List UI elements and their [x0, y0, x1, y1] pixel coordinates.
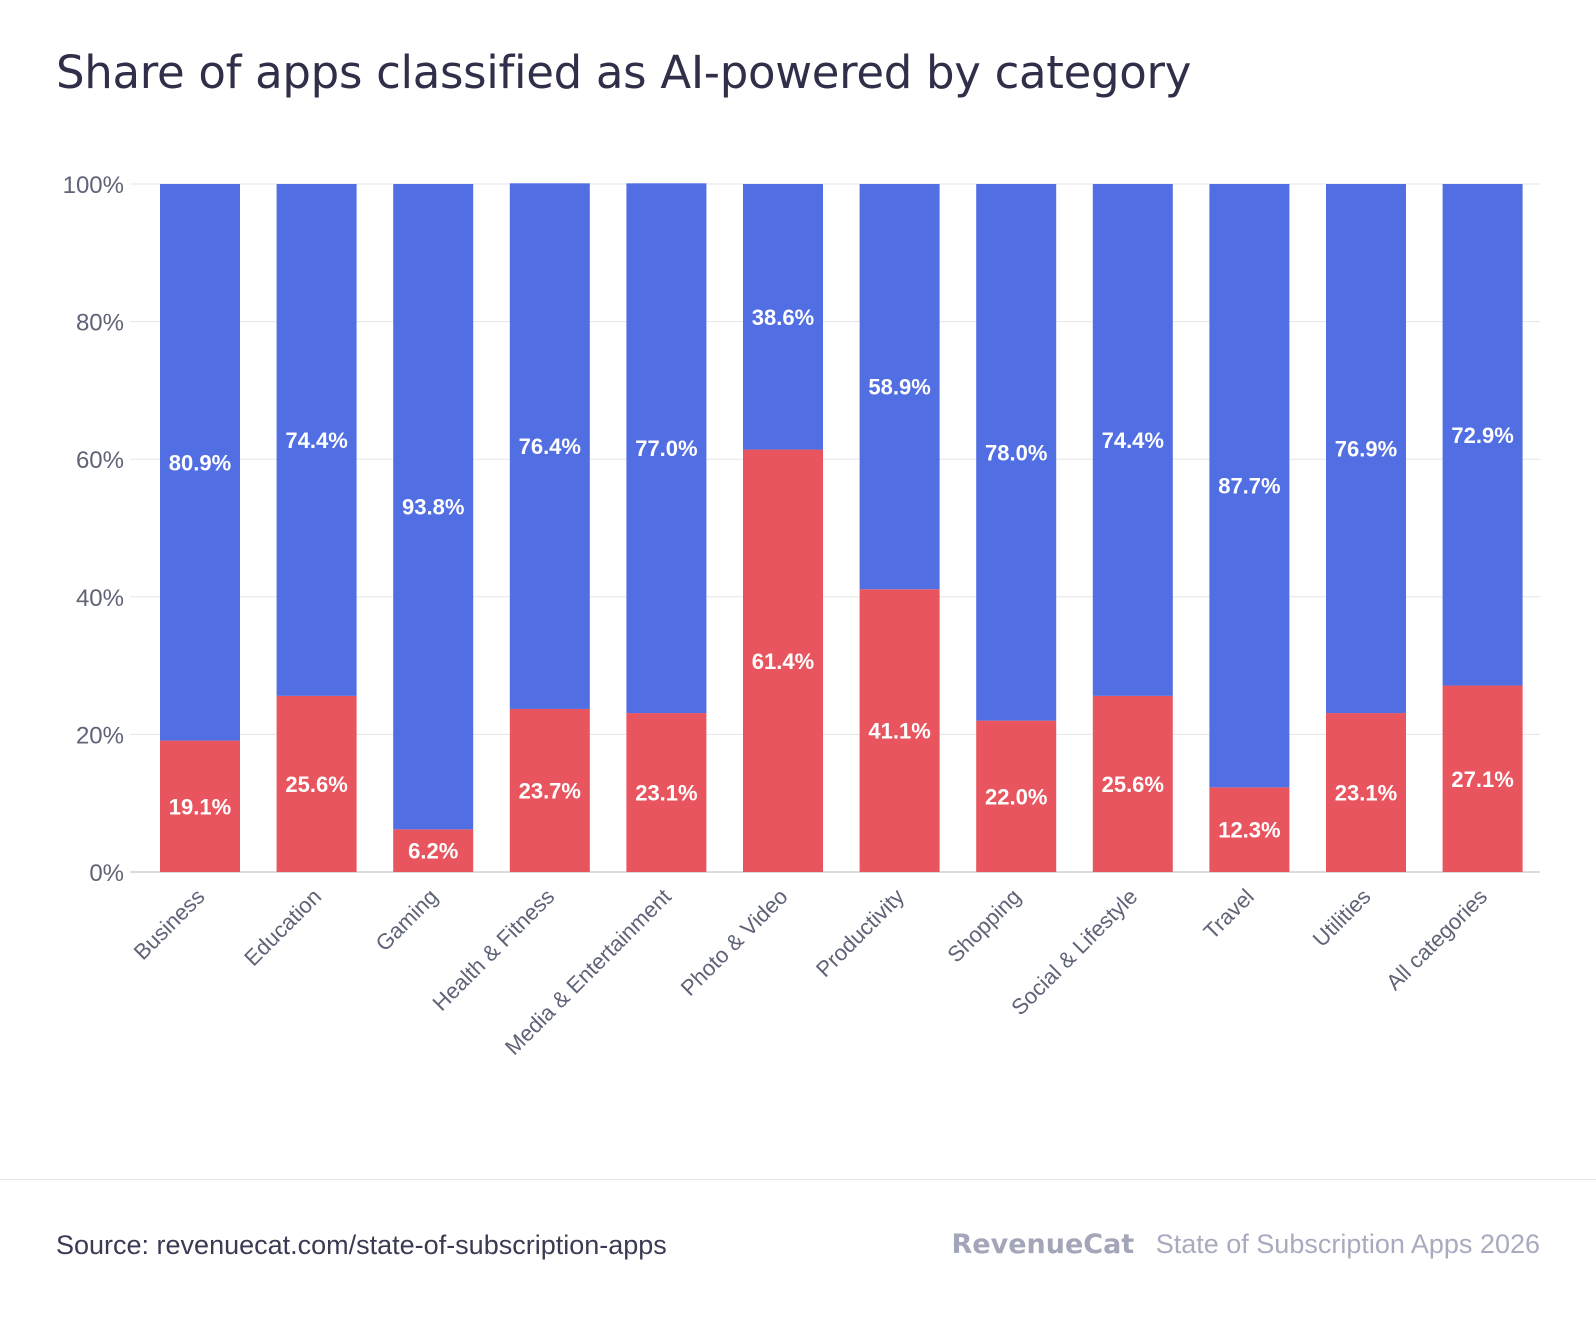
bar-segment-non-ai: [626, 183, 707, 714]
data-label: 77.0%: [635, 436, 697, 461]
data-label: 76.4%: [519, 434, 581, 459]
bar-segment-ai: [509, 708, 590, 872]
bar-segment-non-ai: [859, 184, 940, 590]
data-label: 38.6%: [752, 305, 814, 330]
data-label: 78.0%: [985, 440, 1047, 465]
y-axis-ticks: 0% 20% 40% 60% 80% 100%: [63, 172, 124, 887]
bar-segment-ai: [859, 589, 940, 872]
report-name: State of Subscription Apps 2026: [1155, 1229, 1540, 1259]
bar-segment-ai: [393, 829, 474, 872]
data-label: 93.8%: [402, 495, 464, 520]
bar-segment-non-ai: [743, 184, 823, 450]
y-tick-label: 0%: [89, 860, 124, 887]
data-label: 76.9%: [1335, 437, 1397, 462]
data-label: 74.4%: [285, 428, 347, 453]
data-label: 41.1%: [868, 719, 930, 744]
x-tick-label: Gaming: [371, 884, 443, 956]
bar-segment-ai: [976, 720, 1057, 872]
bars: 19.1% 80.9% 25.6% 74.4% 6.2% 93.8% 23.7% 76.4% 2…: [160, 183, 1523, 872]
y-tick-label: 100%: [63, 172, 124, 199]
data-label: 22.0%: [985, 784, 1047, 809]
bar-segment-ai: [626, 713, 707, 872]
brand-block: RevenueCat State of Subscription Apps 20…: [952, 1229, 1541, 1260]
bar-segment-non-ai: [1209, 184, 1290, 788]
data-label: 25.6%: [1102, 772, 1164, 797]
data-label: 72.9%: [1451, 423, 1513, 448]
y-tick-label: 40%: [76, 585, 124, 612]
x-tick-label: Education: [239, 884, 326, 971]
bar-segment-ai: [1092, 695, 1173, 872]
data-label: 61.4%: [752, 649, 814, 674]
bar-segment-non-ai: [1326, 184, 1406, 714]
stacked-bar-chart: 0% 20% 40% 60% 80% 100% 19.1% 80.9% 25.6% 74.4% 6…: [63, 172, 1540, 1060]
bar-segment-non-ai: [976, 184, 1057, 721]
bar-segment-ai: [276, 695, 357, 872]
bar-segment-ai: [743, 449, 823, 872]
x-tick-label: Health & Fitness: [428, 884, 560, 1016]
data-label: 19.1%: [169, 794, 231, 819]
x-tick-label: Social & Lifestyle: [1006, 884, 1142, 1020]
bar-segment-non-ai: [160, 184, 240, 741]
data-label: 23.7%: [519, 778, 581, 803]
x-tick-label: Utilities: [1308, 884, 1376, 952]
x-tick-label: Productivity: [811, 884, 909, 982]
x-tick-label: Shopping: [942, 884, 1025, 967]
data-label: 23.1%: [1335, 781, 1397, 806]
bar-segment-ai: [1209, 787, 1290, 872]
gridlines: [130, 183, 1540, 873]
y-tick-label: 80%: [76, 310, 124, 337]
y-tick-label: 60%: [76, 447, 124, 474]
data-label: 23.1%: [635, 781, 697, 806]
data-label: 87.7%: [1218, 474, 1280, 499]
bar-segment-non-ai: [1442, 184, 1523, 686]
y-tick-label: 20%: [76, 722, 124, 749]
bar-segment-non-ai: [509, 183, 590, 709]
bar-segment-non-ai: [1092, 184, 1173, 696]
data-label: 12.3%: [1218, 818, 1280, 843]
data-label: 58.9%: [868, 375, 930, 400]
data-label: 80.9%: [169, 450, 231, 475]
x-tick-label: All categories: [1381, 884, 1492, 995]
x-tick-label: Photo & Video: [676, 884, 793, 1001]
x-tick-label: Travel: [1199, 884, 1259, 944]
footer-divider: [0, 1179, 1596, 1180]
bar-segment-ai: [160, 740, 240, 872]
source-text: Source: revenuecat.com/state-of-subscrip…: [56, 1230, 667, 1260]
bar-segment-non-ai: [276, 184, 357, 696]
bar-segment-non-ai: [393, 184, 474, 830]
x-tick-label: Business: [129, 884, 210, 965]
data-label: 25.6%: [285, 772, 347, 797]
data-label: 27.1%: [1451, 767, 1513, 792]
bar-segment-ai: [1326, 713, 1406, 872]
data-label: 74.4%: [1102, 428, 1164, 453]
bar-segment-ai: [1442, 685, 1523, 872]
chart-title: Share of apps classified as AI-powered b…: [56, 46, 1192, 99]
brand-logo: RevenueCat: [951, 1229, 1135, 1260]
data-label: 6.2%: [408, 839, 458, 864]
